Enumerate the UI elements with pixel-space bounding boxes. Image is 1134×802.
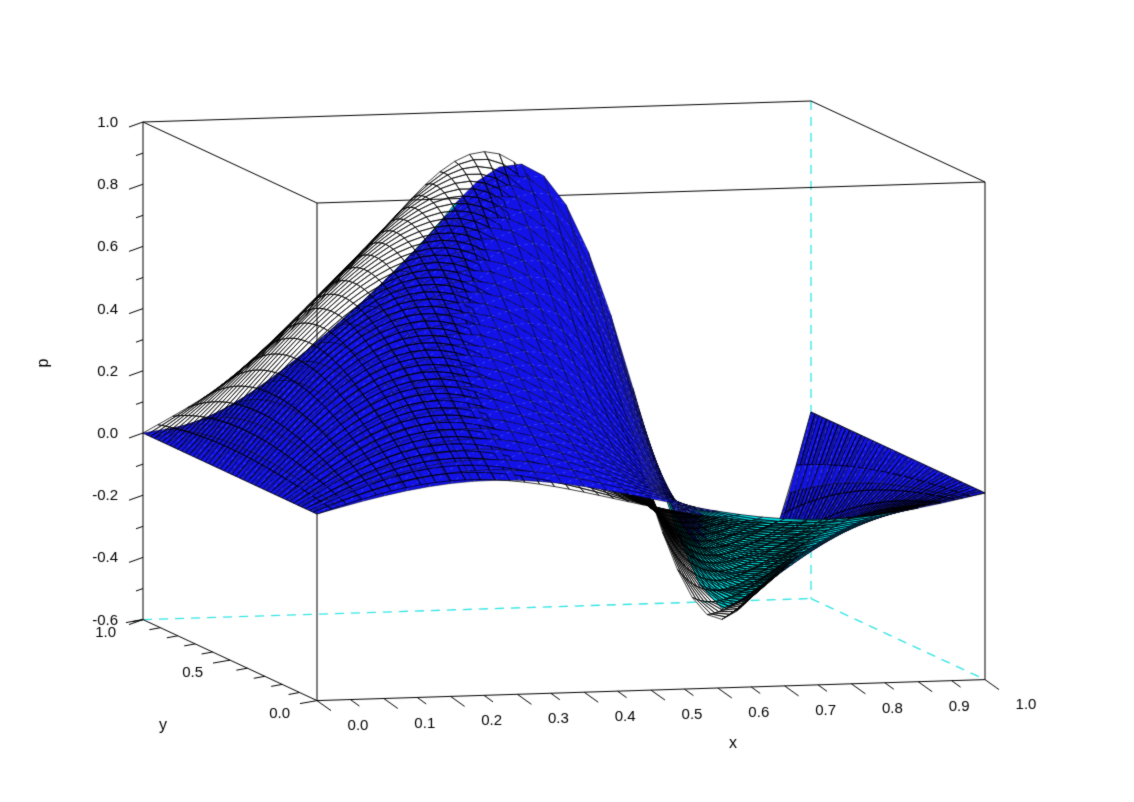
figure: p bbox=[0, 0, 1134, 802]
surface-plot-canvas bbox=[0, 0, 1134, 802]
